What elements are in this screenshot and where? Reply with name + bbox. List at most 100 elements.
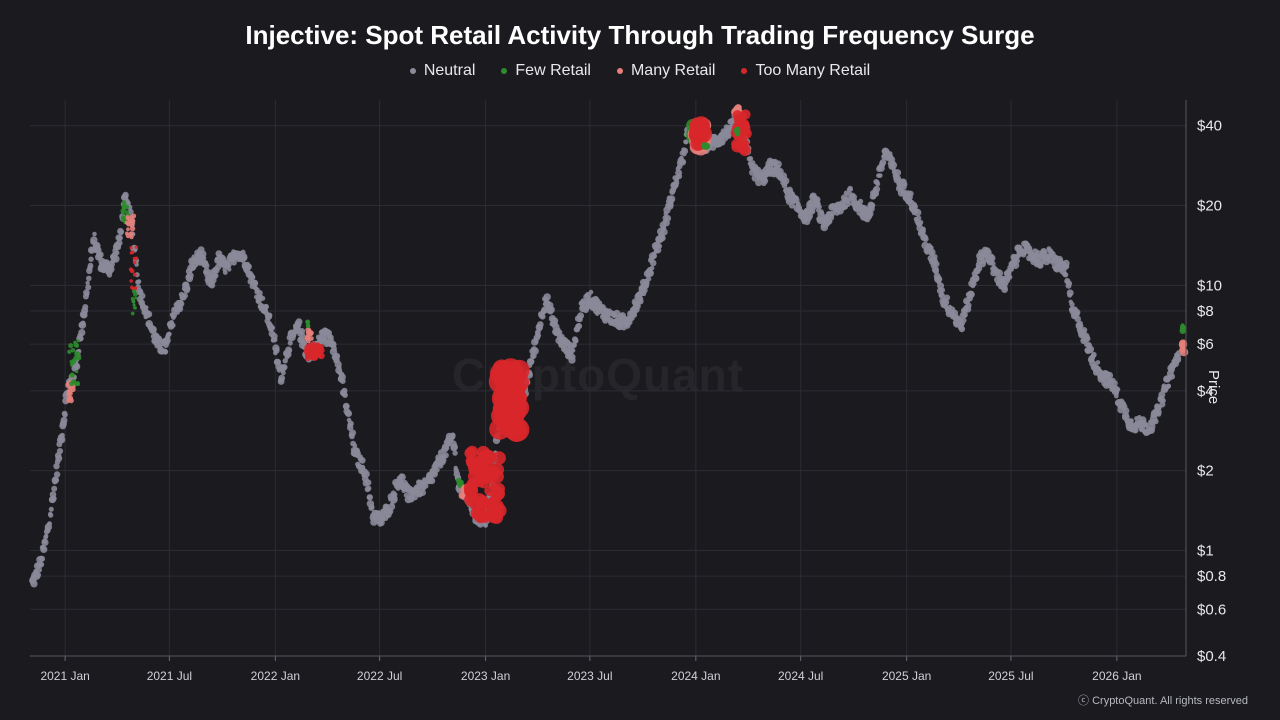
neutral-point [916,215,922,221]
point-few-retail [1180,325,1186,331]
neutral-point [281,364,288,371]
neutral-point [85,280,90,286]
point-too-many-retail [471,455,486,470]
point-few-retail [132,300,136,304]
neutral-point [366,494,373,501]
neutral-point [114,250,120,256]
neutral-point [819,210,825,216]
neutral-point [116,234,123,241]
x-tick-label: 2025 Jul [988,669,1033,683]
neutral-point [347,420,354,427]
neutral-point [1007,274,1013,280]
neutral-point [38,561,45,568]
neutral-point [651,253,658,259]
point-few-retail [75,370,79,374]
neutral-point [56,448,64,455]
neutral-point [667,195,676,203]
neutral-point [1128,418,1134,424]
neutral-point [55,454,63,462]
legend-item-too-many-retail[interactable]: Too Many Retail [741,62,870,80]
neutral-point [913,208,922,217]
point-too-many-retail [692,116,710,134]
legend-item-neutral[interactable]: Neutral [409,62,475,80]
point-too-many-retail [490,482,500,492]
neutral-point [263,303,270,310]
neutral-point [1066,280,1073,287]
point-many-retail [66,388,73,395]
neutral-point [287,340,293,346]
point-too-many-retail [484,471,496,483]
point-few-retail [67,349,72,354]
neutral-point [761,177,769,185]
neutral-point [971,281,977,287]
x-tick-label: 2026 Jan [1092,669,1141,683]
neutral-point [858,198,864,204]
point-too-many-retail [492,503,507,518]
neutral-point [183,285,191,292]
x-tick-label: 2022 Jan [251,669,300,683]
neutral-point [442,452,449,459]
point-too-many-retail [134,256,139,261]
neutral-point [551,317,559,325]
neutral-point [938,292,945,299]
neutral-point [657,243,663,249]
y-tick-label: $0.8 [1197,568,1226,585]
neutral-point [922,236,929,242]
neutral-point [167,331,172,337]
neutral-point [571,348,576,353]
point-too-many-retail [497,402,517,421]
point-few-retail [73,340,77,344]
neutral-point [571,342,577,348]
legend-label-few-retail: Few Retail [515,62,591,79]
point-few-retail [68,343,74,349]
neutral-point [349,429,357,437]
neutral-point [1105,371,1114,380]
point-few-retail [456,481,462,487]
point-few-retail [73,381,79,386]
x-tick-label: 2023 Jan [461,669,510,683]
neutral-point [543,293,551,301]
point-few-retail [120,208,126,214]
neutral-point [364,479,372,486]
neutral-point [96,251,104,259]
neutral-point [251,279,259,287]
point-few-retail [75,344,79,348]
y-axis-label: Price [1205,370,1222,405]
neutral-point [227,267,232,272]
point-too-many-retail [311,354,318,361]
neutral-point [990,260,996,267]
neutral-point [36,567,42,573]
y-tick-label: $6 [1197,336,1214,353]
neutral-point [1090,351,1097,358]
neutral-point [879,159,887,166]
neutral-point [986,249,992,255]
neutral-point [78,329,86,337]
neutral-point [631,312,638,318]
neutral-point [250,274,256,280]
neutral-point [577,312,585,320]
neutral-point [51,485,58,492]
neutral-point [266,312,273,319]
neutral-point [676,173,683,180]
neutral-point [270,325,275,331]
neutral-point [1111,380,1118,387]
point-few-retail [121,200,127,206]
point-too-many-retail [129,246,133,250]
neutral-point [645,276,652,282]
neutral-point [529,359,534,364]
neutral-point [569,353,576,360]
x-tick-label: 2023 Jul [567,669,612,683]
neutral-point [273,347,280,354]
neutral-point [392,492,398,497]
neutral-point [877,173,883,179]
neutral-point [84,291,90,297]
neutral-point [345,404,350,409]
point-few-retail [133,306,137,310]
neutral-point [82,304,89,310]
neutral-point [203,262,210,269]
point-too-many-retail [317,348,323,353]
legend-item-many-retail[interactable]: Many Retail [616,62,715,80]
neutral-point [536,333,542,338]
legend-item-few-retail[interactable]: Few Retail [501,62,591,80]
neutral-point [889,161,898,169]
